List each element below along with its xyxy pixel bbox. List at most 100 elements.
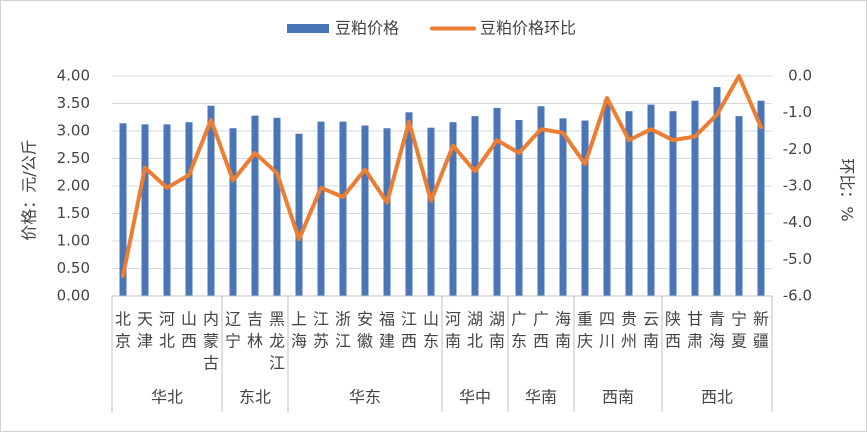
bar — [691, 100, 699, 296]
category-tick-label: 蒙 — [203, 332, 219, 351]
bar — [251, 115, 259, 296]
bar — [317, 121, 325, 297]
left-tick-label: 1.50 — [57, 204, 90, 222]
category-tick-label: 云 — [643, 310, 659, 329]
category-tick-label: 京 — [115, 332, 131, 351]
bar — [669, 111, 677, 296]
category-tick-label: 北 — [467, 332, 483, 351]
category-tick-label: 南 — [643, 332, 659, 351]
category-tick-label: 新 — [753, 310, 769, 329]
category-tick-label: 西 — [533, 332, 549, 351]
category-tick-label: 津 — [137, 332, 153, 351]
category-tick-label: 肃 — [687, 332, 703, 351]
bar — [515, 120, 523, 296]
category-tick-label: 天 — [137, 310, 153, 329]
right-axis-ticks: -6.0 -5.0 -4.0 -3.0 -2.0 -1.0 0.0 — [783, 67, 812, 305]
region-label: 西北 — [701, 388, 733, 407]
region-label: 华南 — [525, 388, 557, 407]
category-tick-label: 北 — [115, 310, 131, 329]
category-tick-label: 陕 — [665, 310, 681, 329]
category-tick-label: 南 — [445, 332, 461, 351]
bar — [449, 122, 457, 296]
category-tick-label: 河 — [445, 310, 461, 329]
category-axis: 北京天津河北山西内蒙古辽宁吉林黑龙江上海江苏浙江安徽福建江西山东河南湖北湖南广东… — [111, 295, 773, 412]
bar — [119, 123, 127, 296]
region-label: 华东 — [349, 388, 381, 407]
category-tick-label: 海 — [555, 310, 571, 329]
left-tick-label: 0.50 — [57, 259, 90, 277]
right-tick-label: -2.0 — [783, 140, 812, 158]
bar — [713, 87, 721, 296]
category-tick-label: 安 — [357, 310, 373, 329]
bar — [383, 128, 391, 296]
category-tick-label: 江 — [335, 332, 351, 351]
region-label: 西南 — [602, 388, 634, 407]
category-tick-label: 宁 — [225, 332, 241, 351]
category-tick-label: 北 — [159, 332, 175, 351]
category-tick-label: 川 — [599, 332, 615, 351]
bar — [207, 105, 215, 296]
category-tick-label: 东 — [511, 332, 527, 351]
bar — [229, 128, 237, 296]
right-tick-label: -4.0 — [783, 213, 812, 231]
bar — [625, 111, 633, 296]
bar — [735, 116, 743, 297]
category-tick-label: 西 — [665, 332, 681, 351]
category-tick-label: 黑 — [269, 310, 285, 329]
bar — [273, 117, 281, 296]
legend-label: 豆粕价格 — [335, 19, 399, 38]
category-tick-label: 州 — [621, 332, 637, 351]
right-tick-label: -1.0 — [783, 103, 812, 121]
right-axis-title: 环比：% — [838, 158, 857, 221]
bar — [647, 104, 655, 296]
gridlines — [112, 75, 772, 269]
bar — [339, 121, 347, 297]
bar — [295, 133, 303, 296]
category-tick-label: 西 — [401, 332, 417, 351]
category-tick-label: 海 — [709, 332, 725, 351]
left-tick-label: 2.50 — [57, 149, 90, 167]
category-tick-label: 四 — [599, 310, 615, 329]
category-tick-label: 苏 — [313, 332, 329, 351]
left-axis-ticks: 0.00 0.50 1.00 1.50 2.00 2.50 3.00 3.50 4.00 — [57, 67, 90, 305]
left-tick-label: 2.00 — [57, 177, 90, 195]
category-tick-label: 徽 — [357, 332, 373, 351]
bar — [559, 118, 567, 296]
left-tick-label: 4.00 — [57, 67, 90, 85]
bar — [757, 100, 765, 296]
right-tick-label: 0.0 — [788, 67, 812, 85]
category-tick-label: 江 — [269, 354, 285, 373]
category-tick-label: 江 — [313, 310, 329, 329]
category-tick-label: 湖 — [489, 310, 505, 329]
category-tick-label: 宁 — [731, 310, 747, 329]
line-path — [121, 74, 763, 278]
category-tick-label: 广 — [511, 310, 527, 329]
left-axis-title: 价格：元/公斤 — [20, 139, 39, 240]
category-tick-label: 东 — [423, 332, 439, 351]
bar — [537, 106, 545, 296]
legend: 豆粕价格 豆粕价格环比 — [287, 19, 576, 38]
category-tick-label: 辽 — [225, 310, 241, 329]
category-tick-label: 上 — [291, 310, 307, 329]
category-tick-label: 山 — [423, 310, 439, 329]
bar — [427, 127, 435, 296]
bar — [185, 122, 193, 296]
category-tick-label: 甘 — [687, 310, 703, 329]
category-tick-label: 河 — [159, 310, 175, 329]
region-label: 华中 — [459, 388, 491, 407]
category-tick-label: 海 — [291, 332, 307, 351]
category-tick-label: 福 — [379, 310, 395, 329]
bar-series — [119, 87, 765, 297]
legend-bar-swatch — [287, 24, 329, 33]
bar — [361, 125, 369, 296]
left-tick-label: 0.00 — [57, 287, 90, 305]
category-tick-label: 龙 — [269, 332, 285, 351]
right-tick-label: -3.0 — [783, 177, 812, 195]
category-tick-label: 贵 — [621, 310, 637, 329]
category-tick-label: 南 — [489, 332, 505, 351]
bar — [603, 100, 611, 296]
category-tick-label: 内 — [203, 310, 219, 329]
line-series — [121, 74, 763, 278]
category-tick-label: 重 — [577, 310, 593, 329]
